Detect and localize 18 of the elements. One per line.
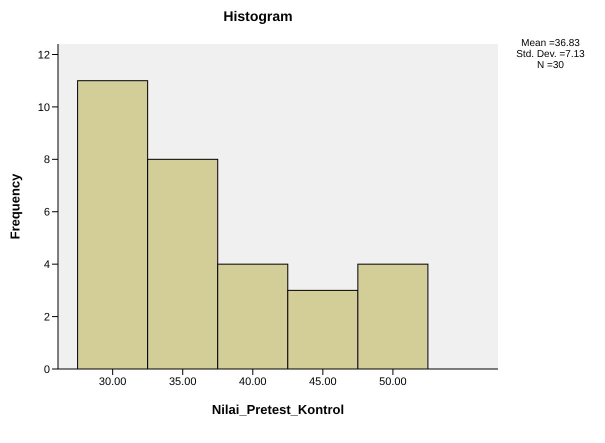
y-tick-label: 2	[44, 311, 50, 324]
y-tick-label: 10	[38, 102, 50, 114]
text: Mean =36.83	[520, 38, 581, 49]
chart-title: Histogram	[222, 8, 294, 24]
y-tick-label: 12	[38, 49, 50, 62]
y-tick-label: 0	[44, 364, 50, 376]
x-tick-label: 35.00	[168, 376, 196, 388]
y-tick-label: 6	[44, 206, 50, 219]
x-tick-label: 45.00	[309, 376, 337, 388]
text: N =30	[536, 60, 565, 71]
x-tick-label: 30.00	[98, 376, 126, 388]
y-tick-label: 4	[44, 259, 50, 272]
x-tick-label: 50.00	[379, 376, 407, 388]
text: Std. Dev. =7.13	[515, 49, 586, 60]
x-tick-label: 40.00	[239, 376, 267, 388]
y-tick-label: 8	[44, 154, 50, 166]
x-axis-title: Nilai_Pretest_Kontrol	[212, 402, 344, 417]
y-axis-title: Frequency	[8, 172, 23, 240]
